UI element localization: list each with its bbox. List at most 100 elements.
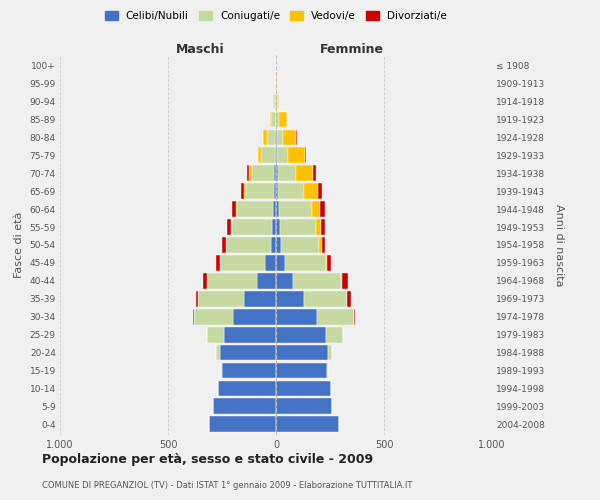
Bar: [271, 237, 276, 253]
Bar: [278, 184, 304, 199]
Bar: [279, 202, 311, 217]
Bar: [280, 219, 316, 235]
Bar: [236, 202, 237, 217]
Bar: [328, 255, 331, 271]
Bar: [322, 237, 325, 253]
Bar: [196, 291, 198, 306]
Text: Popolazione per età, sesso e stato civile - 2009: Popolazione per età, sesso e stato civil…: [42, 452, 373, 466]
Bar: [276, 148, 277, 164]
Bar: [220, 255, 265, 271]
Bar: [328, 344, 332, 360]
Text: COMUNE DI PREGANZIOL (TV) - Dati ISTAT 1° gennaio 2009 - Elaborazione TUTTITALIA: COMUNE DI PREGANZIOL (TV) - Dati ISTAT 1…: [42, 480, 412, 490]
Bar: [246, 184, 274, 199]
Bar: [249, 166, 252, 181]
Bar: [232, 219, 272, 235]
Bar: [216, 255, 220, 271]
Bar: [271, 112, 275, 128]
Bar: [237, 202, 273, 217]
Bar: [247, 166, 249, 181]
Bar: [232, 202, 236, 217]
Bar: [273, 202, 276, 217]
Bar: [222, 237, 226, 253]
Bar: [265, 255, 276, 271]
Text: Maschi: Maschi: [176, 43, 225, 56]
Bar: [276, 273, 293, 288]
Bar: [276, 130, 277, 146]
Bar: [274, 184, 276, 199]
Bar: [341, 273, 342, 288]
Bar: [276, 255, 284, 271]
Bar: [283, 130, 296, 146]
Bar: [274, 166, 276, 181]
Bar: [276, 309, 317, 324]
Bar: [296, 130, 297, 146]
Bar: [209, 416, 276, 432]
Bar: [267, 130, 275, 146]
Bar: [244, 184, 246, 199]
Bar: [275, 148, 276, 164]
Bar: [257, 148, 261, 164]
Y-axis label: Anni di nascita: Anni di nascita: [554, 204, 564, 286]
Bar: [222, 362, 276, 378]
Bar: [226, 237, 271, 253]
Bar: [288, 148, 305, 164]
Bar: [284, 255, 326, 271]
Bar: [276, 219, 280, 235]
Bar: [278, 166, 296, 181]
Bar: [215, 344, 220, 360]
Bar: [319, 237, 322, 253]
Bar: [320, 202, 325, 217]
Bar: [293, 273, 341, 288]
Bar: [231, 219, 232, 235]
Bar: [276, 184, 278, 199]
Bar: [221, 362, 222, 378]
Bar: [194, 309, 233, 324]
Bar: [277, 130, 283, 146]
Bar: [257, 273, 276, 288]
Bar: [277, 112, 279, 128]
Bar: [277, 94, 278, 110]
Bar: [261, 148, 275, 164]
Bar: [273, 94, 274, 110]
Bar: [322, 219, 325, 235]
Bar: [233, 309, 276, 324]
Bar: [316, 219, 322, 235]
Bar: [244, 291, 276, 306]
Bar: [220, 344, 276, 360]
Bar: [276, 291, 304, 306]
Bar: [317, 309, 354, 324]
Bar: [318, 184, 322, 199]
Bar: [198, 291, 244, 306]
Y-axis label: Fasce di età: Fasce di età: [14, 212, 24, 278]
Bar: [276, 416, 338, 432]
Bar: [272, 219, 276, 235]
Bar: [276, 398, 332, 414]
Bar: [276, 166, 278, 181]
Bar: [252, 166, 274, 181]
Bar: [276, 362, 327, 378]
Text: Femmine: Femmine: [320, 43, 383, 56]
Bar: [305, 148, 306, 164]
Bar: [313, 166, 316, 181]
Bar: [193, 309, 194, 324]
Bar: [304, 291, 347, 306]
Bar: [304, 184, 318, 199]
Bar: [274, 94, 275, 110]
Bar: [326, 326, 343, 342]
Bar: [207, 326, 224, 342]
Bar: [278, 94, 279, 110]
Bar: [276, 380, 331, 396]
Bar: [207, 273, 257, 288]
Legend: Celibi/Nubili, Coniugati/e, Vedovi/e, Divorziati/e: Celibi/Nubili, Coniugati/e, Vedovi/e, Di…: [102, 8, 450, 24]
Bar: [224, 326, 276, 342]
Bar: [311, 202, 320, 217]
Bar: [277, 148, 288, 164]
Bar: [342, 273, 349, 288]
Bar: [227, 219, 231, 235]
Bar: [276, 237, 281, 253]
Bar: [275, 130, 276, 146]
Bar: [326, 255, 328, 271]
Bar: [218, 380, 276, 396]
Bar: [214, 398, 276, 414]
Bar: [241, 184, 244, 199]
